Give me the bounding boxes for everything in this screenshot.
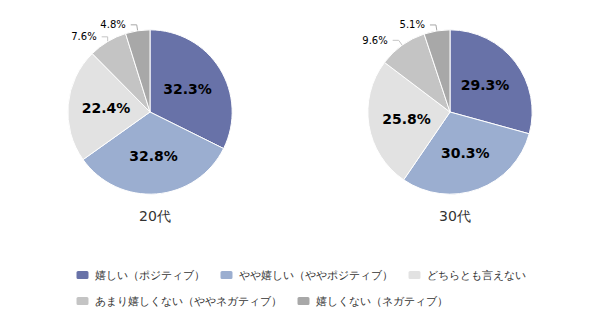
- svg-text:22.4%: 22.4%: [82, 100, 131, 116]
- svg-text:どちらとも言えない: どちらとも言えない: [427, 269, 526, 282]
- svg-text:あまり嬉しくない（ややネガティブ）: あまり嬉しくない（ややネガティブ）: [95, 295, 282, 308]
- svg-text:嬉しくない（ネガティブ）: 嬉しくない（ネガティブ）: [316, 295, 448, 308]
- svg-text:9.6%: 9.6%: [362, 35, 387, 46]
- svg-text:29.3%: 29.3%: [461, 77, 510, 93]
- svg-text:30.3%: 30.3%: [441, 145, 490, 161]
- svg-text:32.3%: 32.3%: [163, 81, 212, 97]
- svg-text:20代: 20代: [139, 208, 171, 224]
- svg-text:4.8%: 4.8%: [100, 19, 125, 30]
- svg-text:30代: 30代: [439, 208, 471, 224]
- svg-text:7.6%: 7.6%: [71, 31, 96, 42]
- svg-text:25.8%: 25.8%: [382, 111, 431, 127]
- svg-text:やや嬉しい（ややポジティブ）: やや嬉しい（ややポジティブ）: [239, 269, 393, 282]
- svg-text:5.1%: 5.1%: [400, 19, 425, 30]
- svg-text:32.8%: 32.8%: [129, 148, 178, 164]
- svg-text:嬉しい（ポジティブ）: 嬉しい（ポジティブ）: [95, 269, 205, 282]
